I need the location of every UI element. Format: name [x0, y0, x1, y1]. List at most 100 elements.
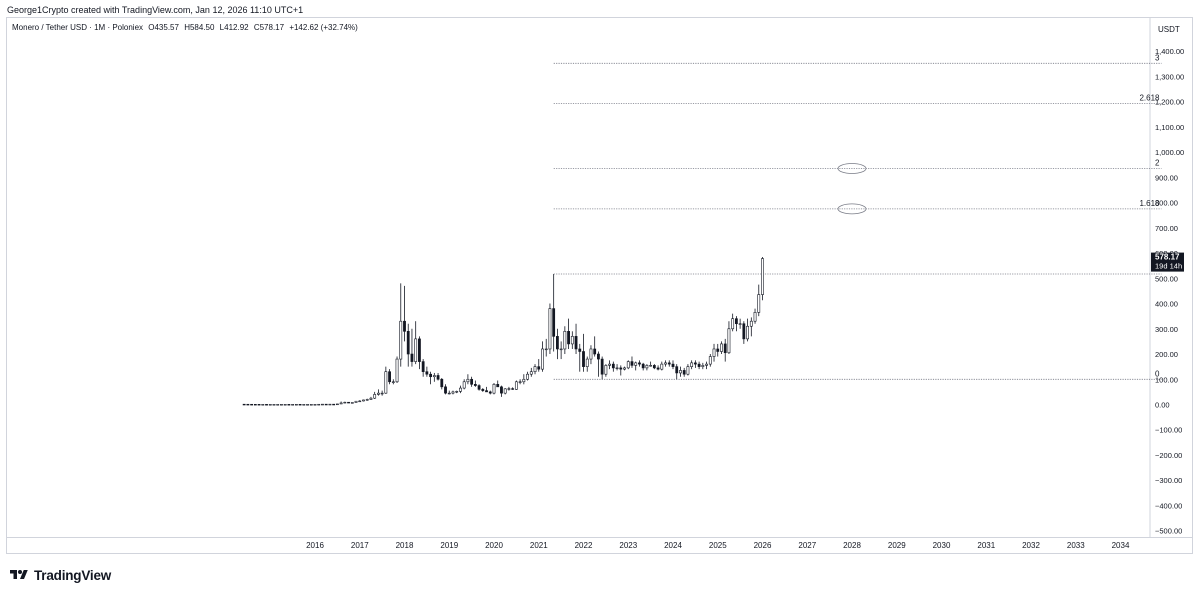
candle-body: [447, 392, 451, 395]
fib-level-label: 2: [1155, 159, 1160, 168]
candle: [358, 400, 362, 403]
candle-body: [280, 404, 283, 406]
price-tick-label: 700.00: [1155, 224, 1178, 233]
time-tick-label: 2026: [754, 541, 772, 550]
target-ellipse[interactable]: [837, 203, 867, 215]
candle: [753, 308, 757, 324]
candle-body: [697, 363, 701, 367]
time-tick-label: 2025: [709, 541, 727, 550]
time-tick-label: 2018: [396, 541, 414, 550]
candle-body: [265, 404, 268, 406]
candle-body: [563, 330, 567, 350]
candle: [447, 390, 451, 395]
candle-body: [671, 363, 675, 367]
candle: [388, 369, 391, 385]
candle: [466, 374, 470, 385]
candle-body: [738, 323, 742, 325]
candle: [421, 359, 425, 377]
price-tick-label: 1,200.00: [1155, 98, 1184, 107]
candle: [757, 284, 761, 317]
last-price-value: 578.17: [1155, 253, 1180, 262]
candle: [477, 384, 481, 391]
candle-body: [376, 392, 380, 395]
fib-level-label: 2.618: [1139, 93, 1160, 102]
legend-change: +142.62 (+32.74%): [289, 23, 358, 32]
candle-body: [298, 404, 302, 406]
candle: [268, 404, 272, 406]
candle: [522, 374, 526, 385]
candle-body: [731, 318, 735, 330]
price-axis[interactable]: USDT −500.00 −400.00 −300.00 −200.00 −100.00…: [1155, 25, 1184, 536]
candle: [570, 331, 574, 349]
last-price-tag-background: [1151, 252, 1184, 272]
candle: [332, 403, 336, 406]
candle-body: [335, 403, 339, 406]
fib-level-label: 0: [1155, 369, 1160, 378]
candle-body: [362, 399, 365, 402]
candle-body: [477, 385, 481, 390]
candle: [287, 404, 291, 406]
price-tick-label: 800.00: [1155, 199, 1178, 208]
time-tick-label: 2020: [485, 541, 503, 550]
candle: [529, 367, 533, 377]
candle: [444, 384, 447, 395]
price-tick-label: −200.00: [1155, 451, 1182, 460]
candle-body: [679, 370, 682, 374]
candle: [455, 390, 459, 394]
fib-level-label: 3: [1155, 53, 1160, 62]
candle: [749, 317, 753, 337]
candle-body: [753, 312, 757, 322]
price-tick-label: 300.00: [1155, 325, 1178, 334]
candle: [291, 404, 295, 406]
candle-body: [593, 348, 597, 355]
candle: [418, 336, 421, 370]
last-price-tag: 578.17 19d 14h: [1151, 252, 1184, 272]
candle-body: [294, 404, 298, 406]
candle-body: [555, 336, 559, 350]
candle: [533, 364, 537, 375]
candle-body: [626, 361, 630, 369]
candle: [294, 404, 298, 406]
candle: [645, 364, 649, 371]
candle: [328, 403, 332, 406]
candle: [742, 321, 746, 344]
target-ellipse[interactable]: [837, 163, 867, 174]
time-axis[interactable]: 2016 2017 2018 2019 2020 2021 2022 2023 2024 2025…: [306, 541, 1130, 550]
candle-body: [272, 404, 276, 406]
candle-body: [399, 320, 403, 360]
candle-body: [358, 400, 362, 403]
candle-body: [712, 348, 716, 357]
candle-body: [582, 351, 585, 367]
candle-body: [440, 378, 444, 388]
candle-body: [373, 394, 377, 399]
price-tick-label: 100.00: [1155, 375, 1178, 384]
tradingview-logo[interactable]: TradingView: [8, 566, 111, 584]
candle: [671, 360, 675, 370]
legend-low: L412.92: [219, 23, 249, 32]
candle: [492, 383, 496, 395]
time-tick-label: 2019: [440, 541, 458, 550]
candle-body: [384, 371, 388, 394]
candle: [511, 387, 515, 390]
time-tick-label: 2016: [306, 541, 324, 550]
candle-body: [664, 362, 667, 365]
candle-body: [418, 338, 421, 362]
candle-body: [734, 318, 738, 325]
time-tick-label: 2031: [977, 541, 995, 550]
candle: [306, 404, 309, 406]
candle: [451, 390, 455, 395]
candle: [567, 318, 570, 349]
candle-body: [518, 381, 522, 383]
annotations: [837, 163, 867, 215]
price-tick-label: 1,400.00: [1155, 47, 1184, 56]
candle: [242, 403, 246, 406]
candle: [343, 401, 347, 404]
candle: [436, 372, 440, 381]
candle: [675, 364, 679, 380]
candle-body: [410, 353, 414, 362]
last-price-countdown: 19d 14h: [1155, 262, 1182, 271]
candle-body: [470, 378, 474, 385]
candle-body: [444, 386, 447, 394]
